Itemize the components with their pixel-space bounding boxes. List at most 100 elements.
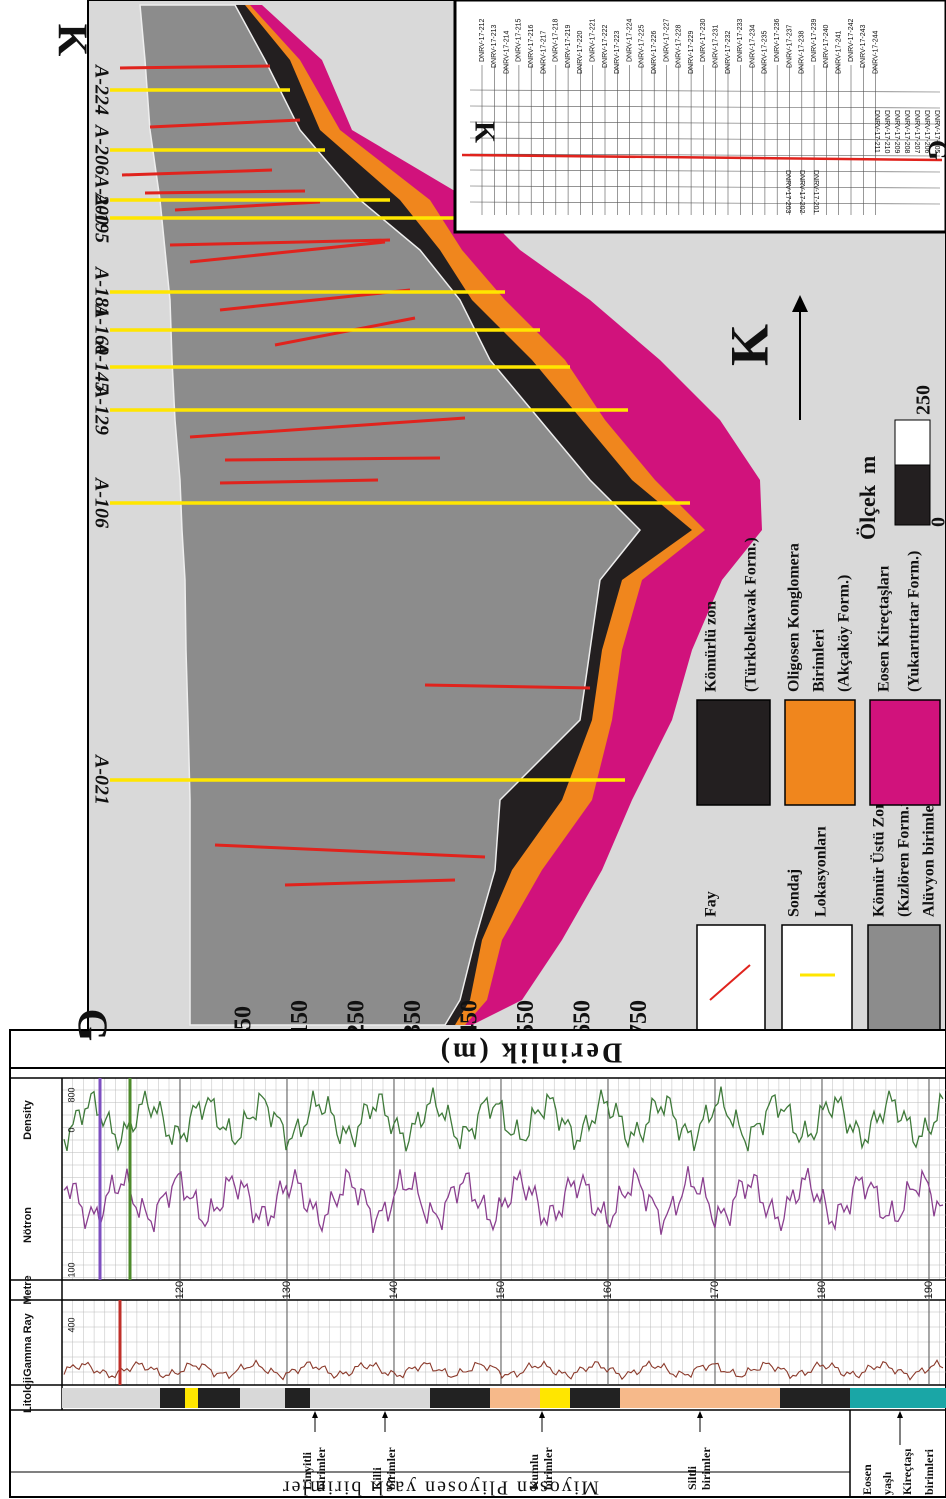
- lithology-segment: [490, 1388, 540, 1408]
- log-depth-label: 170: [709, 1281, 721, 1299]
- survey-label: DNRV-17-229: [688, 30, 695, 74]
- legend-label: Oligosen Konglomera: [786, 543, 803, 692]
- fault: [120, 66, 270, 68]
- annotation-label: birimleri: [922, 1448, 936, 1495]
- lithology-segment: [620, 1388, 690, 1408]
- log-header: Nötron: [22, 1207, 34, 1243]
- log-depth-label: 120: [174, 1281, 186, 1299]
- fault: [145, 191, 305, 193]
- log-scale-label: 100: [66, 1262, 76, 1277]
- legend-label: Sondaj: [786, 869, 803, 917]
- legend-label: Birimleri: [811, 628, 828, 692]
- legend-label: (Yukarıtırtar Form.): [906, 551, 923, 692]
- lithology-segment: [430, 1388, 490, 1408]
- survey-label: DNRV-17-208: [903, 110, 910, 154]
- log-depth-label: 190: [923, 1281, 935, 1299]
- log-header: Litoloji: [22, 1377, 34, 1413]
- lithology-segment: [780, 1388, 850, 1408]
- legend-swatch: [785, 700, 855, 805]
- scale-bar-black: [895, 465, 930, 525]
- inset-end-label: G: [923, 140, 946, 160]
- legend-swatch: [697, 700, 770, 805]
- legend-label: Alüvyon birimler): [921, 793, 938, 917]
- fault: [225, 458, 440, 460]
- survey-label: DNRV-17-213: [491, 24, 498, 68]
- legend-swatch: [697, 925, 765, 1030]
- log-depth-label: 160: [602, 1281, 614, 1299]
- log-scale-label: 400: [66, 1317, 76, 1332]
- log-header: Gamma Ray: [22, 1312, 34, 1376]
- survey-label: DNRV-17-220: [577, 30, 584, 74]
- survey-label: DNRV-17-207: [913, 110, 920, 154]
- lithology-segment: [850, 1388, 946, 1408]
- lithology-segment: [198, 1388, 240, 1408]
- annotation-label: Eosen: [860, 1464, 874, 1495]
- borehole-label: A-106: [90, 476, 112, 528]
- annotation-label: birimler: [699, 1447, 713, 1490]
- annotation-label: Siltli: [685, 1465, 699, 1490]
- survey-label: DNRV-17-239: [811, 18, 818, 62]
- survey-label: DNRV-17-236: [774, 18, 781, 62]
- survey-label: DNRV-17-225: [639, 24, 646, 68]
- borehole-label: A-195: [90, 191, 112, 243]
- body: A-224A-206A-200A-195A-181A-160A-145A-129…: [0, 0, 946, 1499]
- legend-swatch: [782, 925, 852, 1030]
- survey-label: DNRV-17-203: [784, 170, 791, 214]
- survey-label: DNRV-17-228: [676, 24, 683, 68]
- survey-label: DNRV-17-230: [700, 18, 707, 62]
- survey-label: DNRV-17-237: [786, 24, 793, 68]
- survey-label: DNRV-17-232: [725, 30, 732, 74]
- lithology-segment: [310, 1388, 430, 1408]
- lithology-segment: [285, 1388, 310, 1408]
- survey-label: DNRV-17-242: [848, 18, 855, 62]
- scale-title: Ölçek: [855, 484, 880, 540]
- lithology-segment: [185, 1388, 198, 1408]
- survey-label: DNRV-17-227: [663, 18, 670, 62]
- survey-label: DNRV-17-222: [602, 24, 609, 68]
- log-header: Metre: [22, 1275, 34, 1304]
- borehole-label: A-224: [90, 63, 112, 115]
- legend-label: Lokasyonları: [813, 826, 830, 917]
- depth-axis-title: Derinlik (m): [438, 1037, 623, 1068]
- legend-label: (Türkbelkavak Form.): [743, 537, 760, 692]
- lithology-segment: [570, 1388, 620, 1408]
- annotation-label: yaşlı: [880, 1471, 894, 1495]
- lithology-segment: [160, 1388, 185, 1408]
- legend-label: Kömürlü zon: [703, 601, 720, 692]
- log-scale-label: 800: [66, 1087, 76, 1102]
- survey-label: DNRV-17-224: [626, 18, 633, 62]
- log-scale-label: 0: [66, 1127, 76, 1132]
- survey-label: DNRV-17-231: [713, 24, 720, 68]
- end-label: K: [48, 24, 94, 57]
- survey-label: DNRV-17-233: [737, 18, 744, 62]
- legend-label: Eosen Kireçtaşları: [876, 565, 893, 692]
- survey-label: DNRV-17-218: [553, 18, 560, 62]
- group-label: Miyosen Pliyosen yaşlı birimler: [281, 1476, 599, 1498]
- borehole-label: A-206: [90, 123, 112, 175]
- survey-label: DNRV-17-235: [762, 30, 769, 74]
- lithology-segment: [62, 1388, 160, 1408]
- survey-label: DNRV-17-215: [516, 18, 523, 62]
- legend-swatch: [868, 925, 940, 1030]
- survey-label: DNRV-17-238: [799, 30, 806, 74]
- survey-label: DNRV-17-214: [503, 30, 510, 74]
- page: Jeolojik kesit ve kuyu logu {"cross_sect…: [0, 0, 946, 1499]
- survey-label: DNRV-17-219: [565, 24, 572, 68]
- legend-swatch: [870, 700, 940, 805]
- survey-label: DNRV-17-226: [651, 30, 658, 74]
- well-log-panel: [10, 1068, 946, 1497]
- north-label: K: [719, 324, 779, 366]
- scale-unit: m: [855, 456, 880, 474]
- lithology-segment: [540, 1388, 570, 1408]
- survey-label: DNRV-17-223: [614, 30, 621, 74]
- log-depth-label: 130: [281, 1281, 293, 1299]
- survey-label: DNRV-17-221: [590, 18, 597, 62]
- survey-label: DNRV-17-212: [479, 18, 486, 62]
- log-depth-label: 180: [816, 1281, 828, 1299]
- scale-end: 250: [913, 385, 935, 415]
- figure: A-224A-206A-200A-195A-181A-160A-145A-129…: [0, 0, 946, 1499]
- log-header: Density: [22, 1099, 34, 1140]
- legend-label: (Akçaköy Form.): [836, 575, 853, 692]
- survey-label: DNRV-17-210: [883, 110, 890, 154]
- survey-label: DNRV-17-216: [528, 24, 535, 68]
